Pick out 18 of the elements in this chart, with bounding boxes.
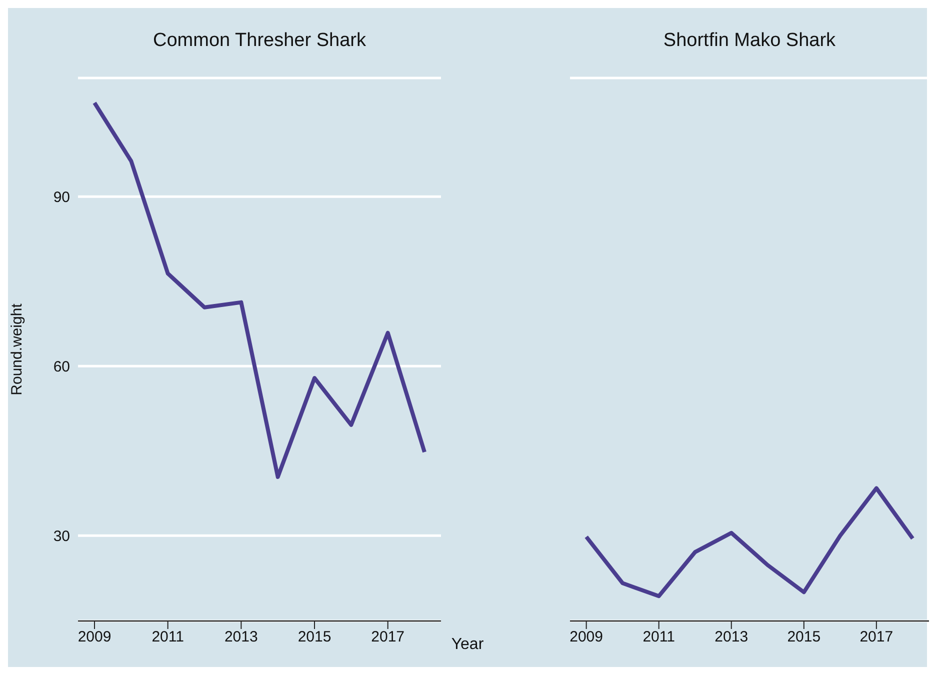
line-series [92,100,426,479]
x-tick-label: 2013 [714,628,748,646]
x-tick-label: 2017 [860,628,894,646]
x-tick-label: 2009 [570,628,604,646]
y-axis-title: Round.weight [8,302,26,396]
x-tick-label: 2013 [224,628,258,646]
x-axis-title: Year [451,636,484,653]
y-tick-label: 90 [53,188,70,206]
x-tick-label: 2015 [298,628,332,646]
x-tick-label: 2017 [371,628,405,646]
x-tick-label: 2011 [642,628,675,646]
x-tick-label: 2015 [787,628,821,646]
x-tick-label: 2011 [152,628,184,646]
x-tick-label: 2009 [78,628,112,646]
chart-title: Common Thresher Shark [152,30,367,52]
y-tick-label: 30 [53,528,70,546]
chart-title: Shortfin Mako Shark [662,30,837,52]
y-tick-label: 60 [53,358,70,376]
